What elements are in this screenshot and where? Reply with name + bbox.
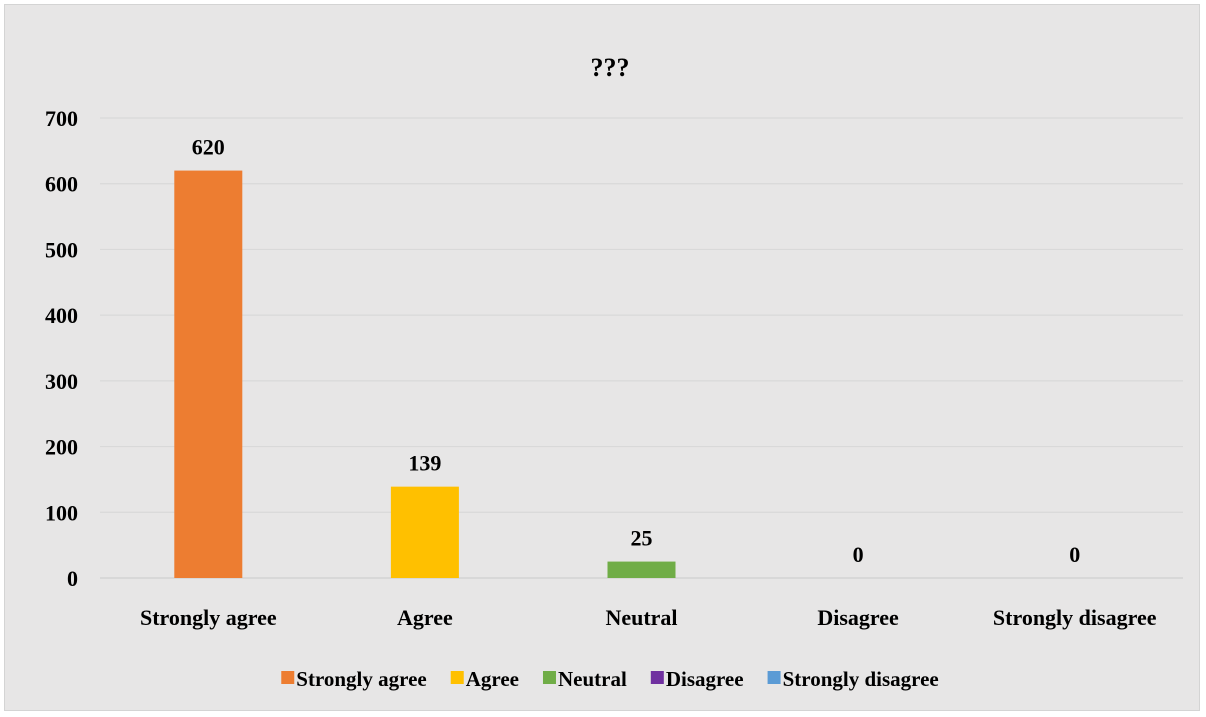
bar-neutral <box>607 561 676 578</box>
legend-label-disagree: Disagree <box>666 667 744 691</box>
y-tick-label-500: 500 <box>45 237 78 262</box>
data-labels: 620 139 25 0 0 <box>192 135 1080 567</box>
legend-item-agree: Agree <box>450 667 519 691</box>
x-tick-label-agree: Agree <box>397 605 453 630</box>
legend-item-disagree: Disagree <box>650 667 744 691</box>
legend-label-neutral: Neutral <box>558 667 627 691</box>
x-tick-label-strongly-disagree: Strongly disagree <box>993 605 1157 630</box>
legend-label-strongly-agree: Strongly agree <box>296 667 426 691</box>
data-label-disagree: 0 <box>853 542 864 567</box>
bars <box>174 170 676 579</box>
x-tick-label-disagree: Disagree <box>817 605 899 630</box>
legend-label-agree: Agree <box>466 667 519 691</box>
data-label-strongly-agree: 620 <box>192 135 225 160</box>
bar-agree <box>390 486 459 578</box>
y-tick-label-400: 400 <box>45 303 78 328</box>
legend: Strongly agree Agree Neutral Disagree Strong… <box>281 667 939 691</box>
legend-label-strongly-disagree: Strongly disagree <box>783 667 939 691</box>
y-tick-label-600: 600 <box>45 172 78 197</box>
gridlines <box>100 117 1183 579</box>
data-label-strongly-disagree: 0 <box>1069 542 1080 567</box>
x-tick-label-neutral: Neutral <box>605 605 677 630</box>
y-tick-label-0: 0 <box>67 566 78 591</box>
x-axis-tick-labels: Strongly agree Agree Neutral Disagree Strong… <box>140 605 1157 630</box>
y-tick-label-700: 700 <box>45 106 78 131</box>
legend-item-strongly-disagree: Strongly disagree <box>767 667 939 691</box>
legend-swatch-strongly-agree <box>281 671 295 684</box>
legend-item-neutral: Neutral <box>542 667 627 691</box>
bar-strongly-agree <box>174 170 243 579</box>
y-tick-label-100: 100 <box>45 500 78 525</box>
chart-title: ??? <box>591 53 630 82</box>
legend-swatch-strongly-disagree <box>767 671 781 684</box>
x-tick-label-strongly-agree: Strongly agree <box>140 605 277 630</box>
legend-swatch-agree <box>450 671 464 684</box>
legend-item-strongly-agree: Strongly agree <box>281 667 427 691</box>
data-label-neutral: 25 <box>631 526 653 551</box>
y-axis-tick-labels: 0 100 200 300 400 500 600 700 <box>45 106 78 591</box>
y-tick-label-300: 300 <box>45 369 78 394</box>
y-tick-label-200: 200 <box>45 435 78 460</box>
legend-swatch-neutral <box>542 671 556 684</box>
data-label-agree: 139 <box>408 451 441 476</box>
legend-swatch-disagree <box>650 671 664 684</box>
